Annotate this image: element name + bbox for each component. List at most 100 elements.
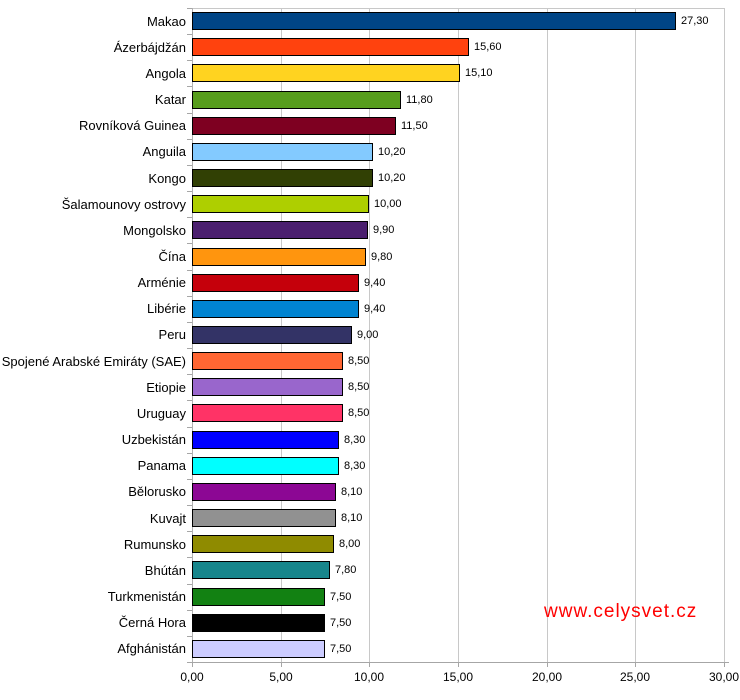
bar (192, 535, 334, 554)
bar-row: 8,30 (192, 453, 724, 479)
y-axis-tick (187, 217, 192, 218)
bar-value-label: 8,30 (344, 433, 366, 446)
category-label: Arménie (137, 275, 186, 291)
bar-row: 15,10 (192, 60, 724, 86)
bar-value-label: 7,50 (330, 642, 352, 655)
bar-value-label: 15,60 (474, 41, 502, 54)
bar-row: 7,50 (192, 584, 724, 610)
bar-value-label: 9,40 (364, 302, 386, 315)
category-label: Ázerbájdžán (113, 39, 186, 55)
bar-value-label: 8,10 (341, 485, 363, 498)
x-axis-tick (724, 662, 725, 667)
x-tick-label: 15,00 (442, 670, 474, 684)
bar-value-label: 8,00 (339, 538, 361, 551)
y-axis-tick (187, 505, 192, 506)
watermark: www.celysvet.cz (544, 601, 698, 622)
category-label: Uruguay (136, 405, 186, 421)
category-label: Panama (137, 458, 186, 474)
y-axis-tick (187, 322, 192, 323)
bar-row: 8,50 (192, 348, 724, 374)
bar-value-label: 8,10 (341, 512, 363, 525)
bar (192, 639, 325, 658)
category-label: Kongo (148, 170, 186, 186)
bar-row: 8,50 (192, 400, 724, 426)
y-axis-tick (187, 34, 192, 35)
bar (192, 613, 325, 632)
category-label: Černá Hora (118, 615, 186, 631)
category-label: Uzbekistán (121, 432, 186, 448)
bar (192, 247, 366, 266)
bar-value-label: 9,80 (371, 250, 393, 263)
y-axis-tick (187, 86, 192, 87)
bar-row: 27,30 (192, 8, 724, 34)
bar (192, 12, 676, 31)
x-tick-label: 30,00 (708, 670, 740, 684)
bar-row: 9,80 (192, 243, 724, 269)
bar-value-label: 8,30 (344, 459, 366, 472)
y-axis-tick (187, 374, 192, 375)
y-axis-tick (187, 296, 192, 297)
category-label: Anguila (142, 144, 186, 160)
y-axis-tick (187, 610, 192, 611)
y-axis-tick (187, 270, 192, 271)
bar (192, 587, 325, 606)
category-label: Bhútán (144, 562, 186, 578)
category-label: Spojené Arabské Emiráty (SAE) (1, 353, 186, 369)
bar-row: 7,80 (192, 557, 724, 583)
x-tick-label: 5,00 (269, 670, 293, 684)
x-tick-label: 0,00 (180, 670, 204, 684)
vertical-gridline (369, 8, 370, 662)
bar-row: 8,50 (192, 374, 724, 400)
vertical-gridline (635, 8, 636, 662)
bar-value-label: 9,40 (364, 276, 386, 289)
bar-value-label: 7,50 (330, 590, 352, 603)
category-label: Šalamounovy ostrovy (61, 196, 186, 212)
bar-row: 10,20 (192, 139, 724, 165)
bar-value-label: 11,50 (401, 119, 428, 132)
bar-row: 8,10 (192, 505, 724, 531)
bar (192, 456, 339, 475)
y-axis-tick (187, 191, 192, 192)
bar-row: 7,50 (192, 610, 724, 636)
category-label: Libérie (146, 301, 186, 317)
bar-row: 10,20 (192, 165, 724, 191)
bar-row: 8,30 (192, 427, 724, 453)
bar-row: 10,00 (192, 191, 724, 217)
category-label: Kuvajt (149, 510, 186, 526)
bar-row: 9,90 (192, 217, 724, 243)
bar-value-label: 8,50 (348, 407, 370, 420)
bar (192, 404, 343, 423)
x-axis-tick (547, 662, 548, 667)
bar-value-label: 27,30 (681, 15, 709, 28)
category-label: Katar (154, 92, 186, 108)
y-axis-tick (187, 8, 192, 9)
y-axis-tick (187, 636, 192, 637)
bar-row: 8,10 (192, 479, 724, 505)
y-axis-tick (187, 139, 192, 140)
bar (192, 142, 373, 161)
y-axis-tick (187, 584, 192, 585)
y-axis-tick (187, 60, 192, 61)
bar (192, 64, 460, 83)
x-axis-tick (635, 662, 636, 667)
category-label: Etiopie (146, 379, 186, 395)
bar-row: 15,60 (192, 34, 724, 60)
y-axis-tick (187, 400, 192, 401)
category-label: Makao (146, 13, 186, 29)
y-axis-tick (187, 113, 192, 114)
bar-value-label: 7,50 (330, 616, 352, 629)
vertical-gridline (458, 8, 459, 662)
x-axis-tick (458, 662, 459, 667)
category-label: Rumunsko (123, 536, 186, 552)
x-axis-tick (192, 662, 193, 667)
x-tick-label: 10,00 (353, 670, 385, 684)
bar-value-label: 9,90 (373, 224, 395, 237)
category-label: Mongolsko (123, 222, 186, 238)
bar (192, 116, 396, 135)
vertical-gridline (547, 8, 548, 662)
bar-row: 7,50 (192, 636, 724, 662)
bar (192, 195, 369, 214)
y-axis-tick (187, 531, 192, 532)
x-tick-label: 20,00 (531, 670, 563, 684)
bar (192, 430, 339, 449)
